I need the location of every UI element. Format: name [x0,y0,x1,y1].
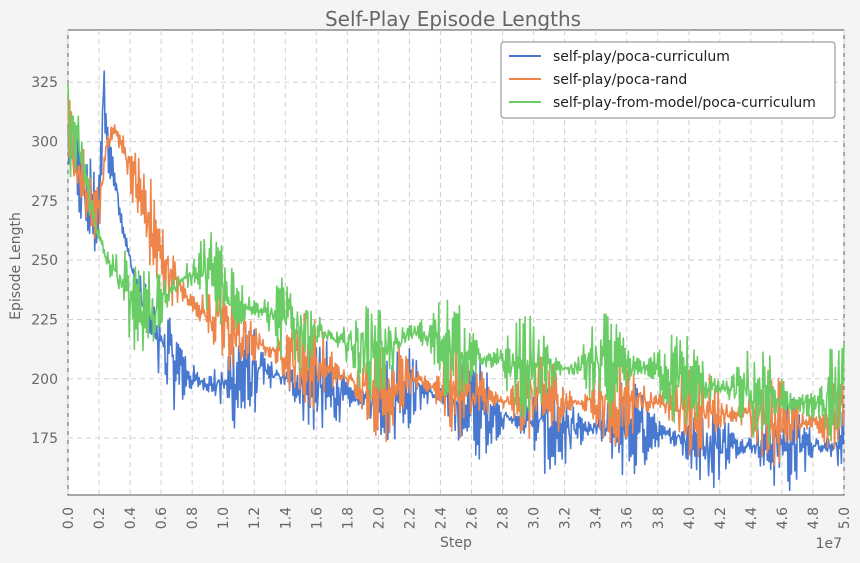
x-tick-labels: 0.0 0.2 0.4 0.6 0.8 1.0 1.2 1.4 1.6 1.8 2.0 2.2 2.4 2… [61,507,853,529]
series-line-2 [67,83,845,445]
x-tick-label: 5.0 [837,507,853,529]
x-tick-label: 4.4 [744,507,760,529]
x-tick-label: 1.0 [216,507,232,529]
x-tick-label: 2.4 [433,507,449,529]
x-tick-label: 0.4 [123,507,139,529]
x-tick-label: 1.6 [309,507,325,529]
x-tick-label: 4.0 [682,507,698,529]
y-tick-label: 250 [31,253,58,269]
y-tick-labels: 175 200 225 250 275 300 325 [31,75,58,447]
x-tick-label: 2.6 [465,507,481,529]
x-tick-label: 1.2 [247,507,263,529]
x-tick-label: 4.2 [713,507,729,529]
legend-box [500,41,836,119]
x-tick-label: 3.6 [620,507,636,529]
x-tick-label: 2.0 [371,507,387,529]
x-tick-label: 3.2 [558,507,574,529]
x-tick-label: 4.6 [775,507,791,529]
y-tick-label: 200 [31,372,58,388]
legend-label: self-play/poca-rand [553,72,687,88]
series-lines [67,70,845,492]
y-axis-label: Episode Length [8,212,24,320]
y-tick-label: 225 [31,312,58,328]
x-tick-label: 2.2 [402,507,418,529]
x-tick-label: 1.4 [278,507,294,529]
legend-label: self-play/poca-curriculum [553,49,730,65]
x-tick-label: 4.8 [806,507,822,529]
x-offset-label: 1e7 [816,536,842,552]
x-axis-label: Step [440,535,472,551]
x-tick-label: 1.8 [340,507,356,529]
y-tick-label: 300 [31,135,58,151]
chart-title: Self-Play Episode Lengths [325,7,581,31]
x-tick-label: 0.8 [185,507,201,529]
y-tick-label: 175 [31,431,58,447]
legend-label: self-play-from-model/poca-curriculum [553,95,816,111]
x-tick-label: 3.8 [651,507,667,529]
x-tick-label: 0.6 [154,507,170,529]
x-tick-label: 3.0 [527,507,543,529]
x-tick-label: 3.4 [589,507,605,529]
legend: self-play/poca-curriculum self-play/poca-… [500,41,836,119]
x-tick-label: 0.0 [61,507,77,529]
x-tick-label: 0.2 [92,507,108,529]
x-tick-label: 2.8 [496,507,512,529]
y-tick-label: 275 [31,194,58,210]
y-tick-label: 325 [31,75,58,91]
